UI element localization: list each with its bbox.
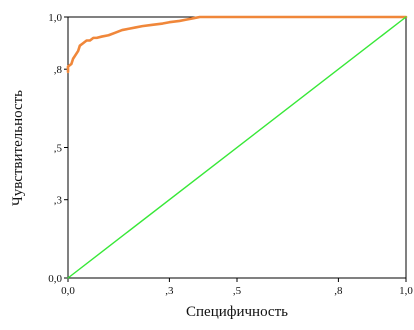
y-tick-label: ,5 (54, 143, 63, 155)
y-tick-label: 1,0 (48, 12, 62, 24)
x-tick-label: 1,0 (399, 285, 413, 297)
y-tick-label: ,8 (54, 64, 63, 76)
series-layer (66, 15, 408, 279)
x-axis-ticks: 0,0 ,3 ,5 ,8 1,0 (61, 278, 413, 297)
roc-curve-line (66, 15, 408, 74)
x-tick-label: ,8 (334, 285, 343, 297)
x-tick-label: ,5 (233, 285, 242, 297)
x-tick-label: ,3 (165, 285, 174, 297)
x-tick-label: 0,0 (61, 285, 75, 297)
y-axis-title: Чувствительность (10, 90, 26, 206)
y-tick-label: ,3 (54, 195, 63, 207)
y-tick-label: 0,0 (48, 273, 62, 285)
y-axis-ticks: 0,0 ,3 ,5 ,8 1,0 (48, 12, 68, 285)
x-axis-title: Специфичность (186, 304, 288, 320)
reference-diagonal-line (67, 16, 407, 279)
